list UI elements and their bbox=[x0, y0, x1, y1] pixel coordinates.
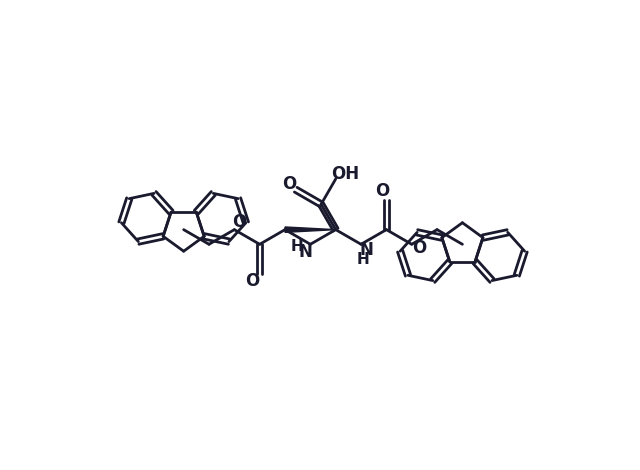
Text: N: N bbox=[298, 243, 312, 261]
Text: O: O bbox=[412, 239, 426, 257]
Text: H: H bbox=[357, 252, 370, 267]
Text: N: N bbox=[360, 242, 373, 259]
Polygon shape bbox=[285, 227, 336, 232]
Text: O: O bbox=[282, 174, 297, 193]
Text: O: O bbox=[232, 213, 246, 231]
Text: O: O bbox=[376, 182, 390, 200]
Text: OH: OH bbox=[331, 165, 359, 183]
Text: O: O bbox=[245, 272, 259, 290]
Text: H: H bbox=[290, 239, 303, 254]
